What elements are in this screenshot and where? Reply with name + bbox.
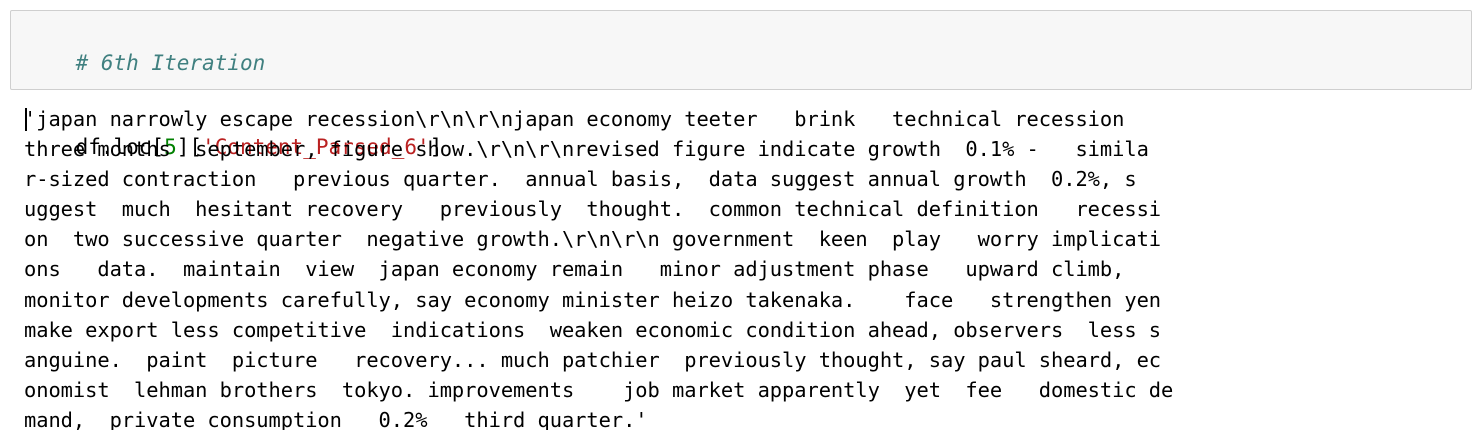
code-bracket-close: ]: [429, 135, 443, 159]
code-comment: # 6th Iteration: [75, 51, 266, 75]
code-index-number: 5: [164, 135, 177, 159]
output-text: 'japan narrowly escape recession\r\n\r\n…: [24, 107, 1174, 430]
text-cursor: [25, 108, 27, 131]
code-bracket: ][: [176, 135, 203, 159]
cell-output-area: 'japan narrowly escape recession\r\n\r\n…: [24, 104, 1464, 430]
code-input-cell[interactable]: # 6th Iteration df.loc[5]['Content_Parse…: [10, 10, 1472, 159]
code-column-string: 'Content_Parsed_6': [202, 135, 430, 159]
code-statement-line[interactable]: df.loc[5]['Content_Parsed_6']: [25, 105, 1471, 189]
code-object: df.loc[: [75, 135, 165, 159]
code-comment-line: # 6th Iteration: [25, 21, 1471, 105]
